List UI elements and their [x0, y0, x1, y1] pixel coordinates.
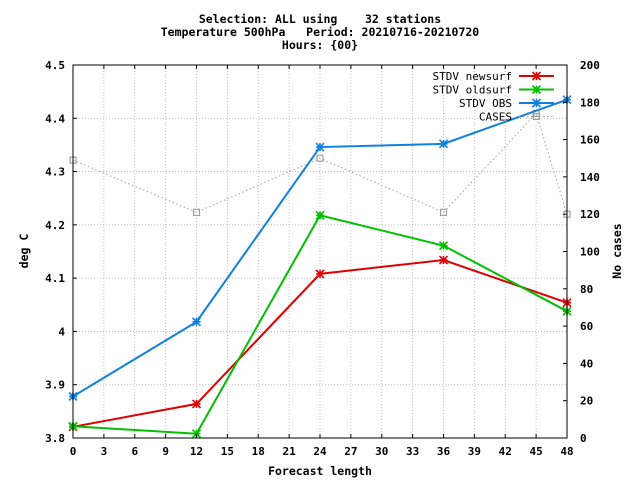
y2-tick-label: 0: [580, 432, 587, 445]
data-point: [438, 139, 449, 149]
data-point: [192, 208, 201, 216]
data-point: [439, 208, 448, 216]
data-point: [438, 255, 449, 265]
chart-title: Selection: ALL using 32 stations Tempera…: [161, 12, 480, 52]
x-tick-label: 42: [499, 445, 512, 458]
y2-axis-label: No cases: [610, 223, 624, 278]
y2-tick-label: 140: [580, 171, 600, 184]
y2-tick-label: 40: [580, 357, 593, 370]
y2-tick-label: 80: [580, 283, 593, 296]
y2-tick-label: 60: [580, 320, 593, 333]
y-axis-label: deg C: [17, 234, 31, 269]
title-line-2: Temperature 500hPa Period: 20210716-2021…: [161, 25, 480, 39]
legend-label: STDV oldsurf: [433, 84, 512, 97]
y-tick-label: 4.3: [45, 166, 65, 179]
x-tick-label: 12: [190, 445, 203, 458]
y2-tick-label: 180: [580, 96, 600, 109]
y-tick-label: 4.4: [45, 112, 65, 125]
legend-label: STDV newsurf: [433, 70, 512, 83]
data-point: [191, 317, 202, 327]
x-tick-label: 30: [375, 445, 388, 458]
y-tick-label: 4.2: [45, 219, 65, 232]
x-tick-label: 48: [560, 445, 573, 458]
x-tick-label: 15: [221, 445, 234, 458]
x-tick-label: 18: [252, 445, 265, 458]
title-line-3: Hours: {00}: [282, 38, 358, 52]
x-axis-ticks: 0 3 6 9 12 15 18 21 24 27 30 33 36 39 42 45 48: [70, 65, 574, 458]
data-point: [316, 154, 324, 162]
x-tick-label: 27: [344, 445, 357, 458]
y2-tick-label: 120: [580, 208, 600, 221]
title-line-1: Selection: ALL using 32 stations: [199, 12, 441, 26]
x-tick-label: 21: [283, 445, 297, 458]
y2-axis-ticks: 0 20 40 60 80 100 120 140 160 180 200: [563, 59, 600, 445]
y-tick-label: 4: [58, 325, 65, 338]
x-tick-label: 36: [437, 445, 451, 458]
x-tick-label: 45: [530, 445, 543, 458]
y-tick-label: 3.9: [45, 379, 65, 392]
x-axis-label: Forecast length: [268, 464, 372, 478]
x-tick-label: 39: [468, 445, 481, 458]
x-tick-label: 0: [70, 445, 77, 458]
data-point: [315, 269, 325, 279]
x-tick-label: 3: [101, 445, 108, 458]
legend-marker: [531, 84, 542, 95]
legend-marker: [531, 71, 542, 81]
legend-label: STDV OBS: [459, 97, 512, 110]
y-tick-label: 4.1: [45, 272, 65, 285]
y-axis-ticks: 3.8 3.9 4 4.1 4.2 4.3 4.4 4.5: [45, 59, 77, 445]
y2-tick-label: 160: [580, 134, 600, 147]
x-tick-label: 6: [131, 445, 138, 458]
y-tick-label: 3.8: [45, 432, 65, 445]
legend-marker: [532, 112, 541, 121]
grid: [73, 65, 567, 438]
data-point: [315, 142, 325, 152]
y2-tick-label: 20: [580, 395, 593, 408]
series-line: [72, 112, 568, 215]
x-tick-label: 24: [313, 445, 327, 458]
x-tick-label: 9: [162, 445, 169, 458]
data-point: [438, 241, 449, 251]
y2-tick-label: 200: [580, 59, 600, 72]
y-tick-label: 4.5: [45, 59, 65, 72]
legend-label: CASES: [479, 111, 512, 124]
data-point: [191, 399, 202, 409]
legend-marker: [531, 98, 542, 108]
series-layer: [68, 95, 572, 439]
y2-tick-label: 100: [580, 246, 600, 259]
data-point: [191, 429, 202, 439]
x-tick-label: 33: [406, 445, 419, 458]
data-point: [315, 210, 325, 220]
series-cases: [69, 109, 571, 218]
